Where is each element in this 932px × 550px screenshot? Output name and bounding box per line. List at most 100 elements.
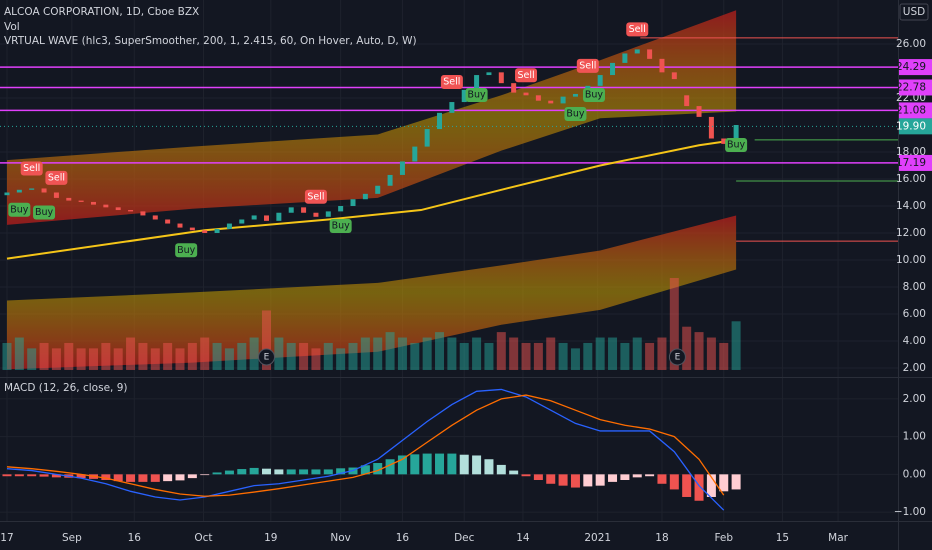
volume-bar	[496, 332, 506, 370]
volume-bar	[138, 342, 148, 370]
price-tag-label: 22.78	[896, 81, 926, 93]
volume-bar	[546, 337, 556, 370]
time-tick-label: 15	[776, 532, 789, 544]
candle	[597, 75, 603, 86]
candle	[498, 72, 504, 84]
macd-legend: MACD (12, 26, close, 9)	[4, 382, 127, 394]
signal-label: Sell	[23, 163, 40, 174]
candle	[721, 138, 727, 144]
volume-bar	[163, 342, 173, 370]
volume-bar	[435, 332, 445, 370]
volume-bar	[682, 326, 692, 370]
volume-bar	[694, 332, 704, 370]
candle	[128, 210, 134, 212]
candle	[449, 102, 455, 113]
signal-label: Buy	[468, 90, 487, 101]
earnings-marker	[668, 348, 686, 366]
volume-bar	[348, 342, 358, 370]
price-tick-label: 4.00	[903, 335, 926, 347]
volume-bar	[706, 337, 716, 370]
price-tag	[899, 118, 932, 135]
volume-bar	[126, 337, 136, 370]
volume-bar	[88, 348, 98, 370]
signal-badge	[304, 189, 327, 204]
candle	[622, 53, 628, 63]
signal-badge	[33, 205, 56, 220]
volume-legend: Vol	[4, 21, 20, 33]
volume-bar	[657, 337, 667, 370]
signal-badge	[8, 202, 31, 217]
price-tag-label: 17.19	[896, 157, 926, 169]
volume-bar	[150, 348, 160, 370]
signal-label: Sell	[579, 60, 596, 71]
signal-label: Buy	[585, 90, 604, 101]
candle	[29, 188, 35, 190]
time-tick-label: 19	[264, 532, 277, 544]
macd-histogram-bar	[175, 474, 185, 481]
macd-histogram-bar	[570, 474, 580, 488]
candle	[41, 188, 47, 193]
candle	[202, 230, 208, 233]
signal-label: Buy	[177, 245, 196, 256]
candle	[486, 72, 492, 76]
volume-bar	[76, 348, 86, 370]
signal-badge	[582, 88, 605, 103]
candle	[152, 215, 158, 220]
volume-bar	[447, 337, 457, 370]
candle	[523, 92, 529, 96]
price-tag-label: 24.29	[896, 61, 926, 73]
macd-histogram-bar	[706, 474, 716, 497]
macd-histogram-bar	[632, 474, 642, 478]
time-tick-label: 2021	[584, 532, 611, 544]
candle	[4, 192, 10, 196]
price-tag	[899, 102, 932, 119]
macd-histogram-bar	[608, 474, 618, 482]
volume-bar	[397, 337, 407, 370]
macd-histogram-bar	[595, 474, 605, 486]
volume-bar	[14, 337, 24, 370]
price-tag	[899, 154, 932, 171]
volume-bar	[249, 337, 259, 370]
volume-bar	[570, 348, 580, 370]
price-tag	[899, 79, 932, 96]
signal-label: Buy	[332, 220, 351, 231]
macd-histogram-bar	[360, 465, 370, 475]
earnings-label: E	[264, 353, 270, 363]
macd-histogram-bar	[533, 474, 543, 480]
signal-badge	[515, 68, 538, 83]
candle	[189, 227, 195, 231]
time-tick-label: Feb	[714, 532, 733, 544]
time-tick-label: 14	[516, 532, 530, 544]
candle	[659, 58, 665, 73]
candle	[399, 161, 405, 175]
macd-histogram-bar	[274, 469, 284, 475]
volume-bar	[595, 337, 605, 370]
macd-histogram-bar	[311, 469, 321, 475]
macd-histogram-bar	[459, 454, 469, 475]
macd-histogram-bar	[435, 453, 445, 475]
volume-bar	[645, 342, 655, 370]
time-tick-label: Dec	[454, 532, 475, 544]
signal-label: Buy	[35, 207, 54, 218]
macd-tick-label: −1.00	[894, 506, 926, 518]
macd-histogram-bar	[76, 474, 86, 479]
macd-histogram-bar	[138, 474, 148, 482]
time-tick-label: 18	[655, 532, 668, 544]
macd-histogram-bar	[546, 474, 556, 484]
currency-button[interactable]	[899, 3, 929, 21]
price-tick-label: 12.00	[896, 227, 926, 239]
macd-histogram-bar	[51, 474, 61, 478]
currency-label[interactable]: USD	[903, 6, 925, 18]
macd-histogram-bar	[583, 474, 593, 487]
candle	[647, 49, 653, 59]
volume-bar	[583, 342, 593, 370]
candle	[226, 223, 232, 229]
candle	[16, 189, 22, 193]
time-tick-label: 16	[128, 532, 142, 544]
earnings-label: E	[675, 353, 681, 363]
candle	[387, 174, 393, 186]
volume-bar	[237, 342, 247, 370]
candle	[437, 112, 443, 130]
signal-label: Sell	[629, 24, 646, 35]
candle	[375, 185, 381, 194]
